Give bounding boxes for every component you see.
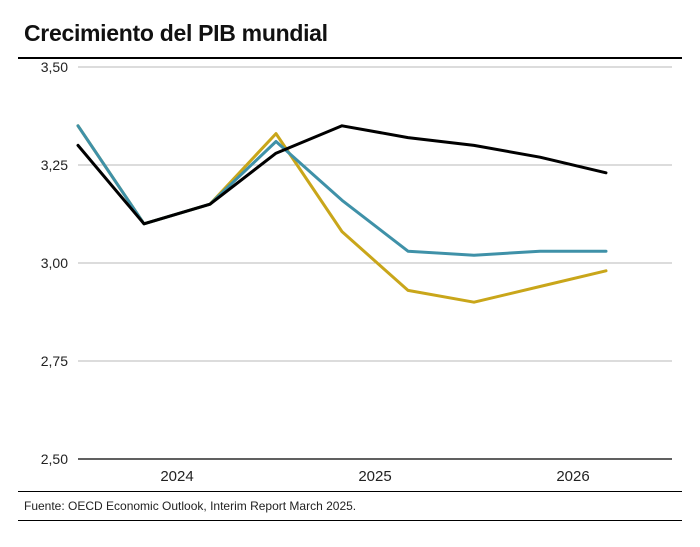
- figure-container: Crecimiento del PIB mundial 2,50 2,75 3,00…: [0, 0, 700, 547]
- blue-line: [78, 126, 606, 255]
- line-chart-svg: 2,50 2,75 3,00 3,25 3,50 2024 2025 2026: [18, 59, 682, 491]
- x-axis-tick-label: 2026: [556, 468, 589, 485]
- chart-card: Crecimiento del PIB mundial 2,50 2,75 3,00…: [18, 16, 682, 532]
- y-axis-tick-label: 2,75: [41, 353, 68, 369]
- yellow-line: [78, 126, 606, 302]
- y-axis-tick-label: 3,50: [41, 59, 68, 75]
- x-axis-tick-label: 2025: [358, 468, 391, 485]
- black-line: [78, 126, 606, 224]
- source-row: Fuente: OECD Economic Outlook, Interim R…: [18, 491, 682, 521]
- y-axis-tick-label: 3,00: [41, 255, 68, 271]
- source-text: Fuente: OECD Economic Outlook, Interim R…: [24, 499, 356, 513]
- x-axis-tick-label: 2024: [160, 468, 193, 485]
- y-axis-tick-label: 3,25: [41, 157, 68, 173]
- chart-area: 2,50 2,75 3,00 3,25 3,50 2024 2025 2026: [18, 59, 682, 491]
- y-axis-tick-label: 2,50: [41, 451, 68, 467]
- chart-title: Crecimiento del PIB mundial: [18, 16, 682, 57]
